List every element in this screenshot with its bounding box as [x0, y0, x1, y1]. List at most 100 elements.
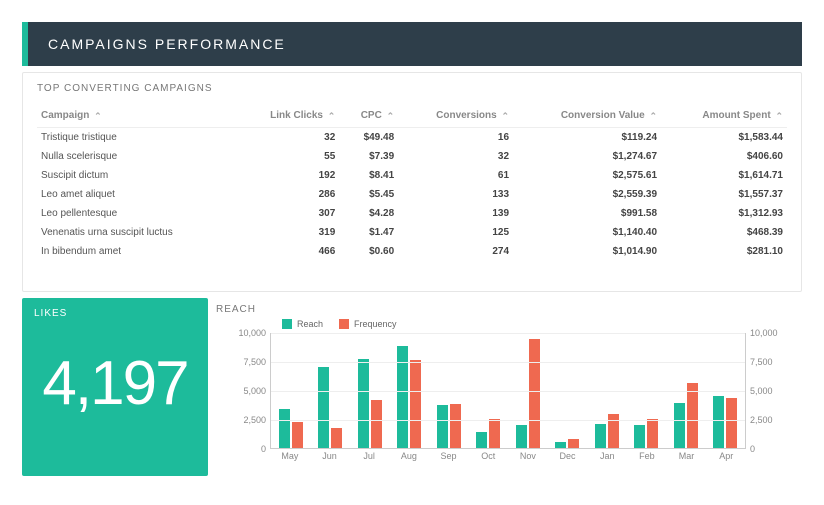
- x-tick-label: Dec: [548, 451, 588, 461]
- table-cell: 466: [235, 242, 339, 261]
- chart-plot: [270, 333, 746, 449]
- table-cell: 55: [235, 147, 339, 166]
- table-cell: $281.10: [661, 242, 787, 261]
- table-row[interactable]: Tristique tristique32$49.4816$119.24$1,5…: [37, 128, 787, 148]
- column-label: Amount Spent: [702, 110, 770, 121]
- column-header[interactable]: Amount Spent ⌃: [661, 104, 787, 128]
- bar-frequency: [647, 419, 658, 448]
- table-cell: $2,559.39: [513, 185, 661, 204]
- bar-reach: [555, 442, 566, 448]
- sort-icon[interactable]: ⌃: [328, 111, 336, 122]
- table-cell: $1.47: [339, 223, 398, 242]
- column-header[interactable]: Conversions ⌃: [398, 104, 513, 128]
- table-cell: $1,140.40: [513, 223, 661, 242]
- column-header[interactable]: CPC ⌃: [339, 104, 398, 128]
- y-tick-label: 2,500: [750, 415, 802, 425]
- likes-card: LIKES 4,197: [22, 298, 208, 476]
- table-row[interactable]: Nulla scelerisque55$7.3932$1,274.67$406.…: [37, 147, 787, 166]
- sort-icon[interactable]: ⌃: [650, 111, 658, 122]
- column-label: Conversions: [436, 110, 497, 121]
- table-row[interactable]: Venenatis urna suscipit luctus319$1.4712…: [37, 223, 787, 242]
- bar-reach: [318, 367, 329, 448]
- bar-frequency: [529, 339, 540, 448]
- campaigns-table: Campaign ⌃Link Clicks ⌃CPC ⌃Conversions …: [37, 104, 787, 261]
- x-tick-label: Jul: [349, 451, 389, 461]
- reach-chart: 02,5005,0007,50010,000 02,5005,0007,5001…: [270, 333, 746, 463]
- column-header[interactable]: Conversion Value ⌃: [513, 104, 661, 128]
- legend-swatch: [282, 319, 292, 329]
- x-tick-label: Mar: [667, 451, 707, 461]
- column-label: Link Clicks: [270, 110, 323, 121]
- legend-label: Reach: [297, 319, 323, 329]
- column-label: Campaign: [41, 110, 89, 121]
- sort-icon[interactable]: ⌃: [501, 111, 509, 122]
- bar-reach: [713, 396, 724, 448]
- bar-reach: [358, 359, 369, 448]
- sort-icon[interactable]: ⌃: [387, 111, 395, 122]
- column-label: CPC: [361, 110, 382, 121]
- table-cell: Leo amet aliquet: [37, 185, 235, 204]
- table-cell: In bibendum amet: [37, 242, 235, 261]
- x-tick-label: Jun: [310, 451, 350, 461]
- gridline: [271, 362, 745, 363]
- table-title: TOP CONVERTING CAMPAIGNS: [37, 83, 787, 94]
- bar-frequency: [371, 400, 382, 448]
- gridline: [271, 333, 745, 334]
- table-cell: $1,274.67: [513, 147, 661, 166]
- likes-label: LIKES: [22, 298, 208, 329]
- table-cell: 133: [398, 185, 513, 204]
- table-cell: $2,575.61: [513, 166, 661, 185]
- table-cell: $119.24: [513, 128, 661, 148]
- top-campaigns-card: TOP CONVERTING CAMPAIGNS Campaign ⌃Link …: [22, 72, 802, 292]
- bar-reach: [634, 425, 645, 448]
- x-tick-label: Jan: [587, 451, 627, 461]
- legend-item: Reach: [282, 319, 323, 329]
- page-title: CAMPAIGNS PERFORMANCE: [48, 36, 286, 52]
- y-tick-label: 10,000: [750, 328, 802, 338]
- y-tick-label: 7,500: [214, 357, 266, 367]
- table-cell: 125: [398, 223, 513, 242]
- table-cell: $0.60: [339, 242, 398, 261]
- table-cell: 32: [398, 147, 513, 166]
- table-cell: $1,014.90: [513, 242, 661, 261]
- bar-frequency: [410, 360, 421, 448]
- y-tick-label: 10,000: [214, 328, 266, 338]
- table-cell: 319: [235, 223, 339, 242]
- table-row[interactable]: In bibendum amet466$0.60274$1,014.90$281…: [37, 242, 787, 261]
- legend-item: Frequency: [339, 319, 397, 329]
- table-row[interactable]: Suscipit dictum192$8.4161$2,575.61$1,614…: [37, 166, 787, 185]
- likes-value: 4,197: [22, 353, 208, 415]
- table-cell: 16: [398, 128, 513, 148]
- y-tick-label: 7,500: [750, 357, 802, 367]
- y-axis-left: 02,5005,0007,50010,000: [214, 333, 266, 449]
- gridline: [271, 420, 745, 421]
- table-cell: $4.28: [339, 204, 398, 223]
- table-cell: $406.60: [661, 147, 787, 166]
- x-tick-label: Aug: [389, 451, 429, 461]
- column-header[interactable]: Link Clicks ⌃: [235, 104, 339, 128]
- bar-frequency: [450, 404, 461, 448]
- column-header[interactable]: Campaign ⌃: [37, 104, 235, 128]
- bar-reach: [516, 425, 527, 448]
- gridline: [271, 391, 745, 392]
- table-cell: Suscipit dictum: [37, 166, 235, 185]
- bar-reach: [437, 405, 448, 448]
- x-tick-label: Sep: [429, 451, 469, 461]
- page-title-bar: CAMPAIGNS PERFORMANCE: [22, 22, 802, 66]
- y-tick-label: 2,500: [214, 415, 266, 425]
- table-row[interactable]: Leo pellentesque307$4.28139$991.58$1,312…: [37, 204, 787, 223]
- table-cell: $991.58: [513, 204, 661, 223]
- table-cell: $8.41: [339, 166, 398, 185]
- table-cell: $7.39: [339, 147, 398, 166]
- table-cell: $1,312.93: [661, 204, 787, 223]
- x-tick-label: Apr: [706, 451, 746, 461]
- legend-label: Frequency: [354, 319, 397, 329]
- table-cell: 274: [398, 242, 513, 261]
- y-tick-label: 0: [750, 444, 802, 454]
- sort-icon[interactable]: ⌃: [94, 111, 102, 122]
- bar-frequency: [489, 419, 500, 448]
- table-cell: 192: [235, 166, 339, 185]
- column-label: Conversion Value: [561, 110, 645, 121]
- sort-icon[interactable]: ⌃: [775, 111, 783, 122]
- table-row[interactable]: Leo amet aliquet286$5.45133$2,559.39$1,5…: [37, 185, 787, 204]
